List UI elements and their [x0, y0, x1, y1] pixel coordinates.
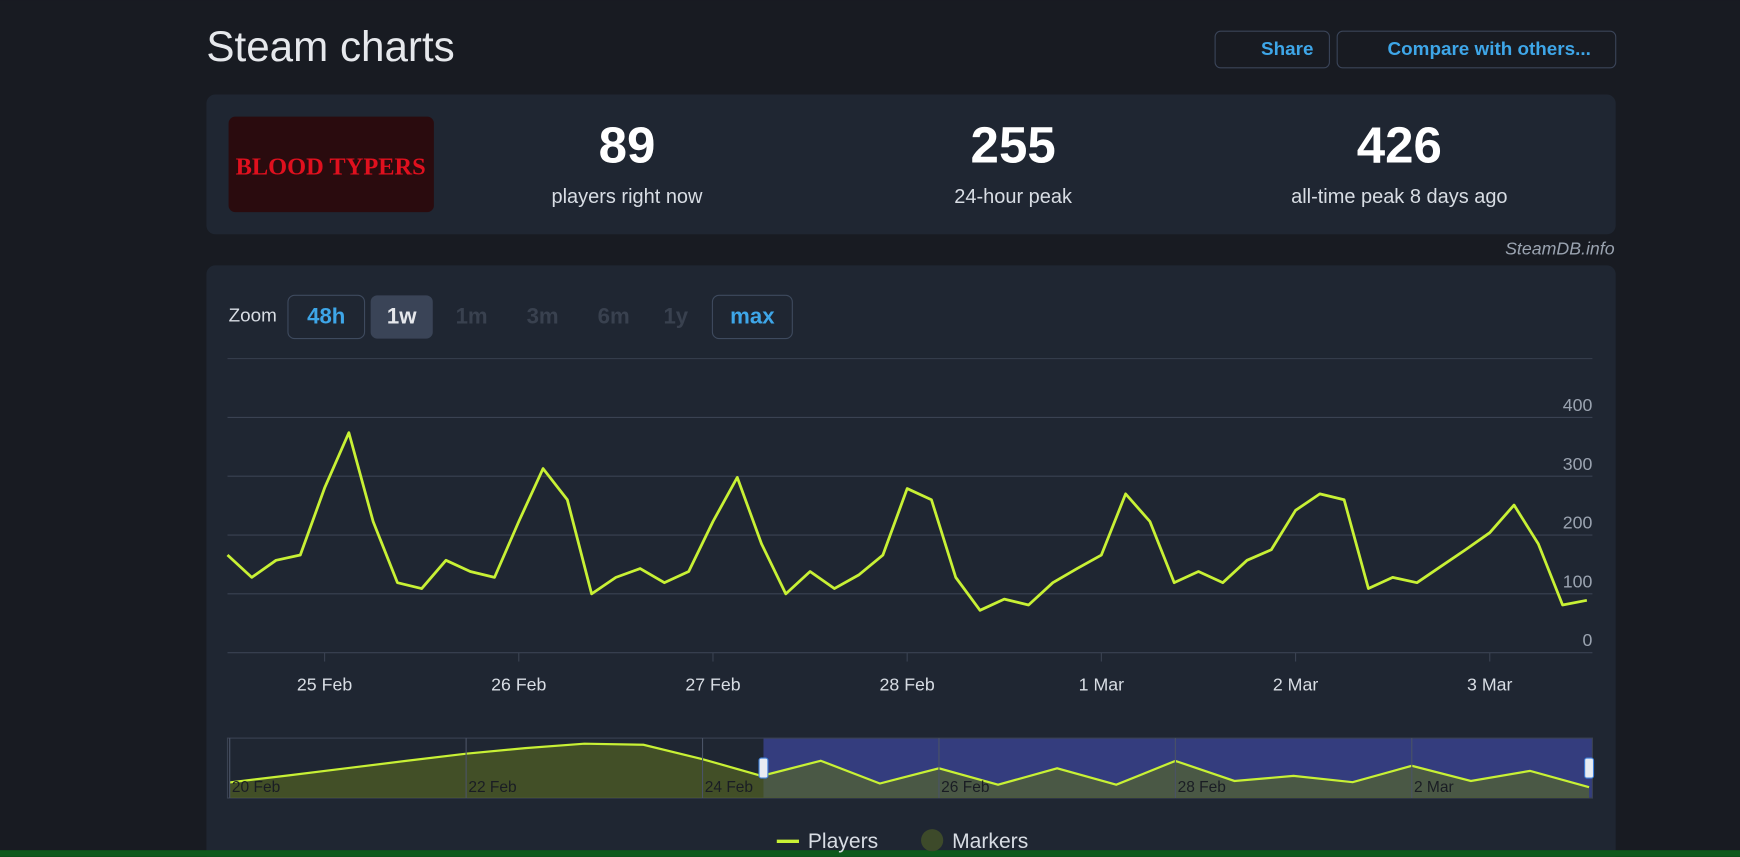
stat-label: all-time peak 8 days ago — [1291, 186, 1507, 208]
x-tick-label: 27 Feb — [685, 675, 740, 695]
stat-value: 255 — [971, 116, 1056, 173]
y-tick-label: 400 — [1563, 395, 1593, 415]
zoom-option[interactable]: 1w — [387, 303, 417, 328]
navigator-handle[interactable] — [758, 757, 769, 779]
x-tick-label: 28 Feb — [880, 675, 935, 695]
navigator-handle[interactable] — [1584, 757, 1595, 779]
dynamic: 89 players right now 255 24-hour peak 426 all… — [226, 116, 1595, 853]
stats-panel — [206, 94, 1616, 235]
chart-panel — [206, 265, 1616, 857]
navigator-label: 2 Mar — [1414, 779, 1454, 796]
zoom-option: 3m — [527, 303, 559, 328]
x-tick-label: 2 Mar — [1273, 675, 1318, 695]
page-title: Steam charts — [206, 23, 454, 70]
compare-button[interactable] — [1336, 30, 1617, 69]
navigator-label: 20 Feb — [232, 779, 280, 796]
stat-label: players right now — [552, 186, 704, 208]
zoom-option: 1m — [456, 303, 488, 328]
x-tick-label: 3 Mar — [1467, 675, 1512, 695]
y-tick-label: 0 — [1583, 630, 1593, 650]
zoom-option[interactable]: 48h — [307, 303, 345, 328]
share-button[interactable] — [1214, 30, 1330, 69]
stat-value: 89 — [599, 116, 656, 173]
share-label[interactable]: Share — [1261, 38, 1313, 59]
navigator-label: 26 Feb — [941, 779, 989, 796]
series-line — [226, 431, 1588, 612]
x-tick-label: 26 Feb — [491, 675, 546, 695]
navigator-area — [229, 743, 1590, 799]
game-logo: BLOOD TYPERS — [236, 153, 426, 180]
x-tick-label: 1 Mar — [1079, 675, 1124, 695]
status-strip — [0, 850, 1740, 857]
navigator-line — [229, 742, 1590, 789]
navigator-label: 22 Feb — [468, 779, 516, 796]
stat-label: 24-hour peak — [954, 186, 1073, 208]
navigator-label: 24 Feb — [705, 779, 753, 796]
navigator-label: 28 Feb — [1178, 779, 1226, 796]
zoom-option[interactable]: max — [730, 303, 775, 328]
x-tick-label: 25 Feb — [297, 675, 352, 695]
zoom-button[interactable] — [711, 294, 793, 340]
stat-value: 426 — [1357, 116, 1442, 173]
zoom-button[interactable] — [287, 294, 366, 340]
zoom-option: 6m — [598, 303, 630, 328]
compare-label[interactable]: Compare with others... — [1388, 38, 1591, 59]
zoom-label: Zoom — [229, 304, 277, 325]
zoom-option: 1y — [663, 303, 688, 328]
y-tick-label: 200 — [1563, 513, 1593, 533]
legend-label[interactable]: Players — [808, 830, 878, 853]
game-image[interactable] — [228, 116, 434, 213]
legend-swatch[interactable] — [921, 829, 944, 852]
source: SteamDB.info — [1505, 239, 1615, 259]
y-tick-label: 100 — [1563, 571, 1593, 591]
zoom-button[interactable] — [370, 295, 433, 339]
y-tick-label: 300 — [1563, 454, 1593, 474]
legend-label[interactable]: Markers — [952, 830, 1028, 853]
